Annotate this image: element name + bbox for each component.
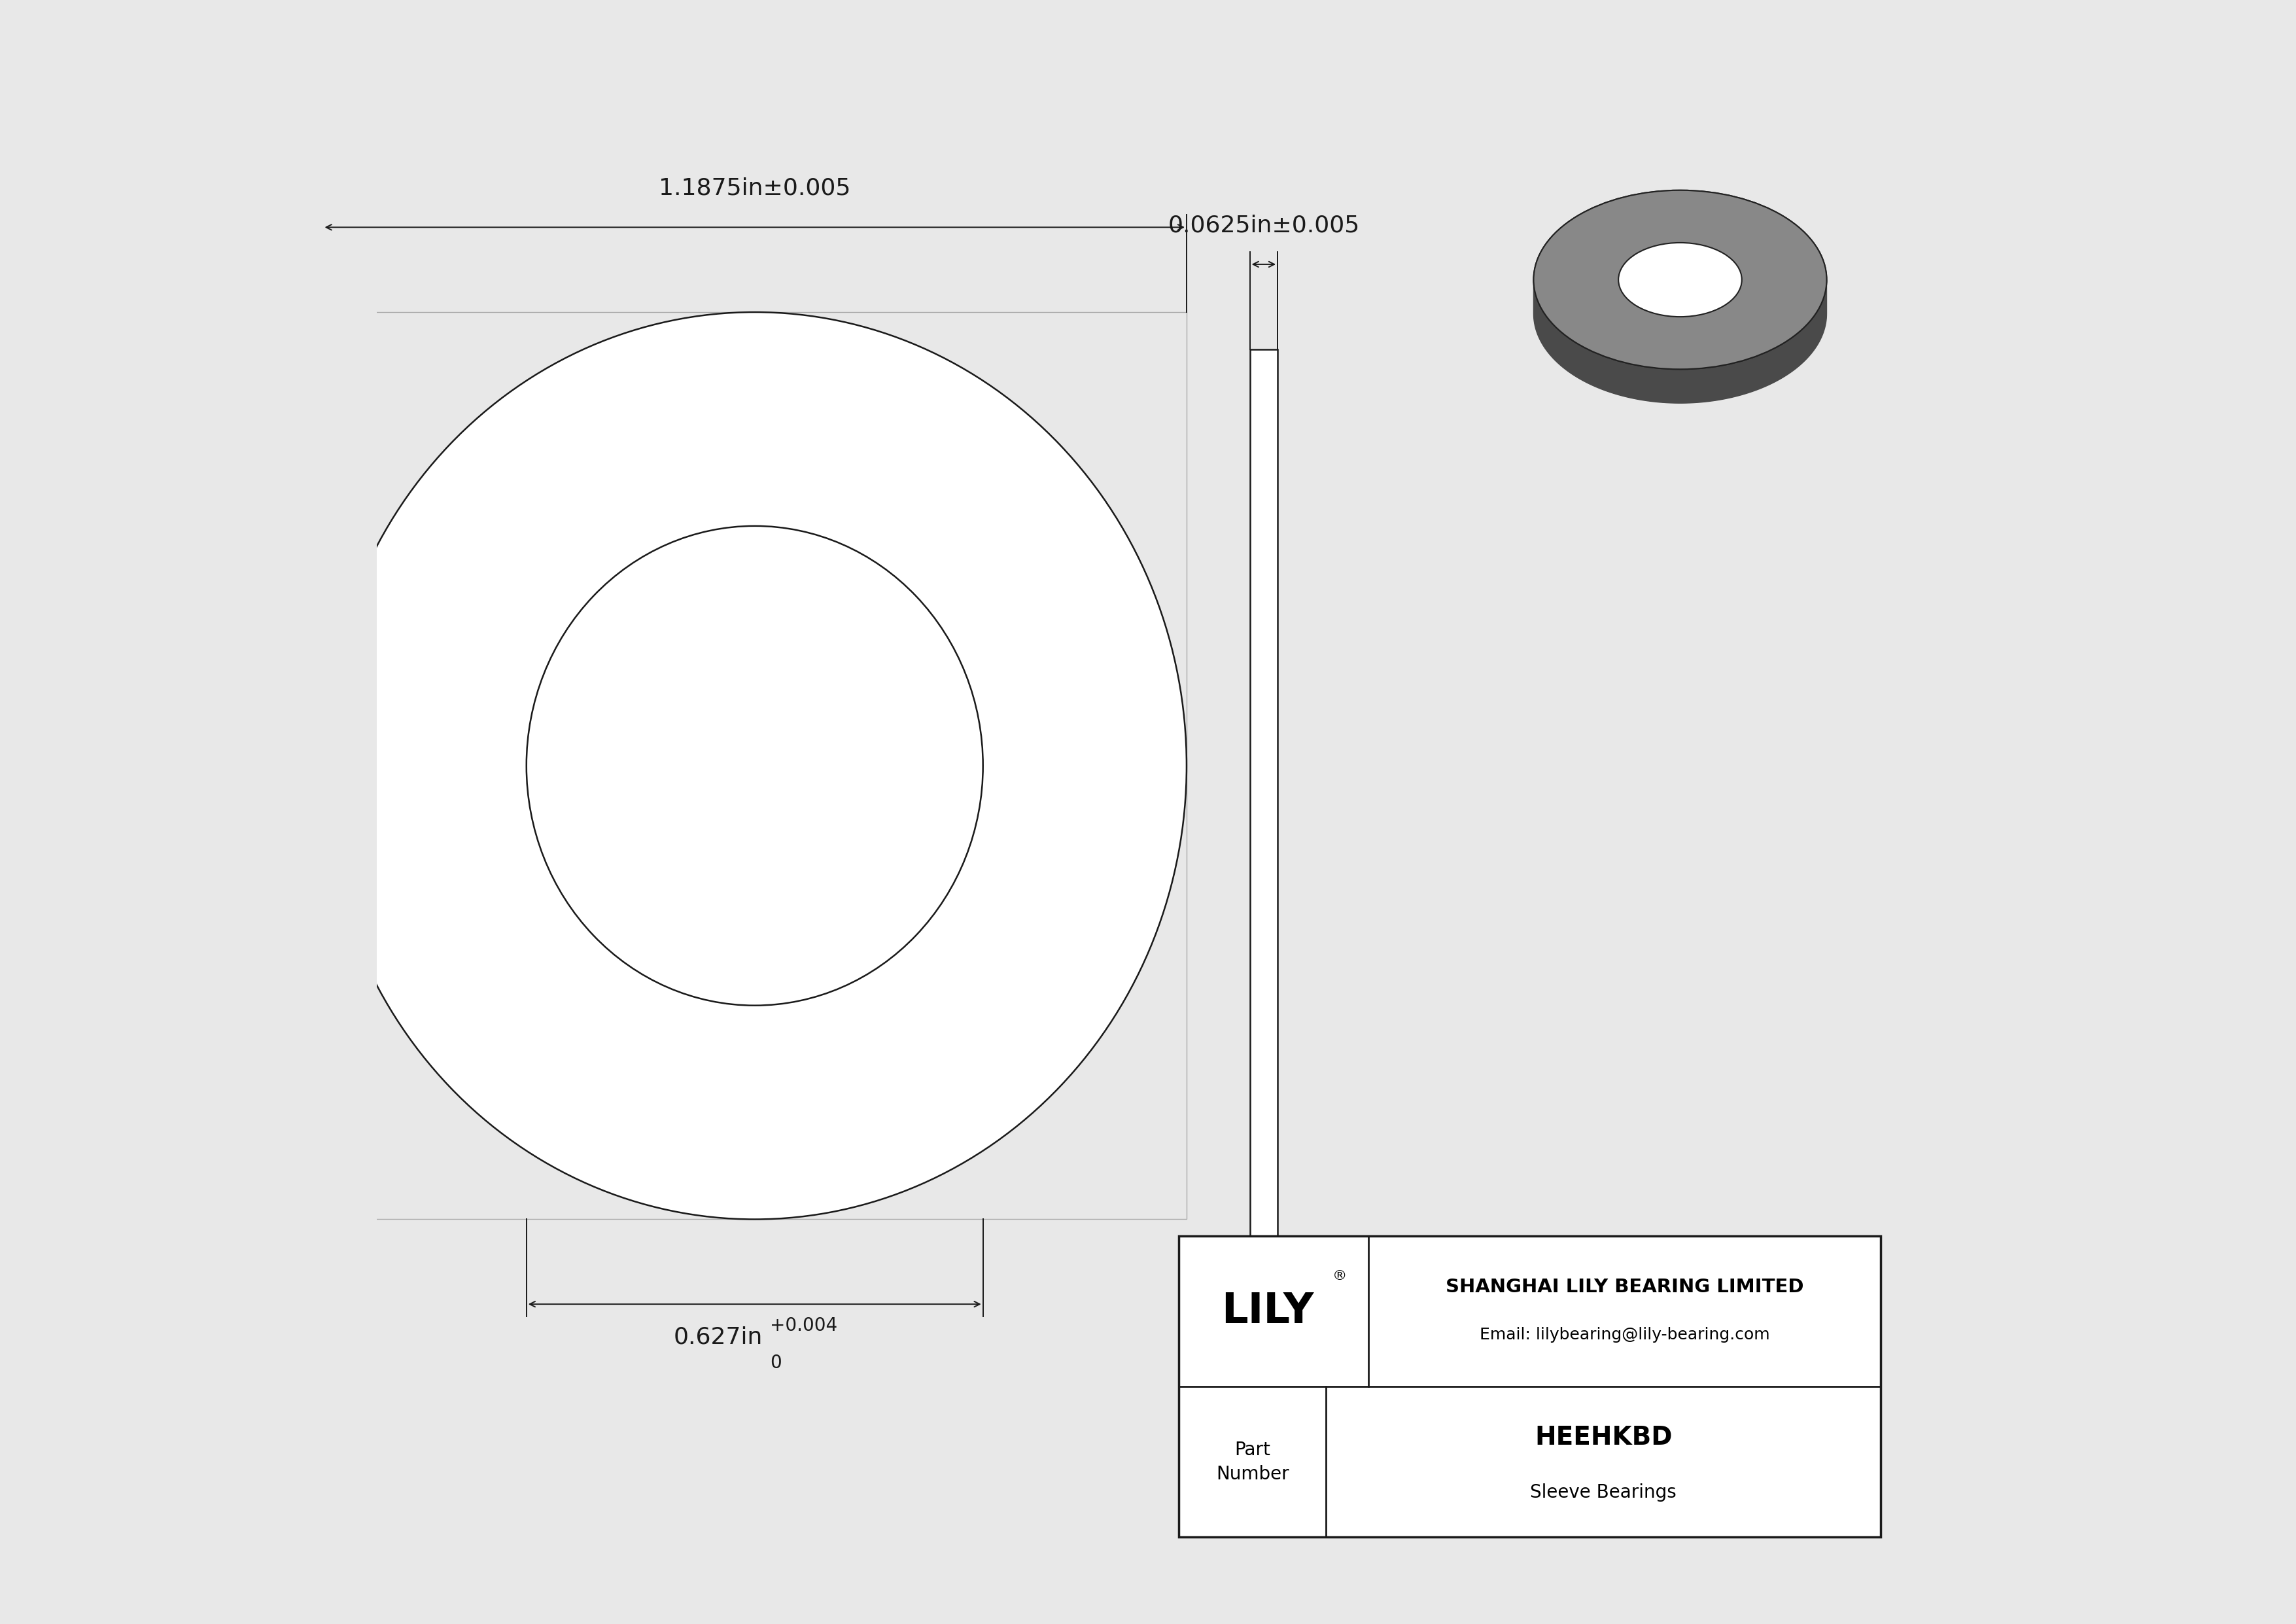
Text: HEEHKBD: HEEHKBD: [1534, 1424, 1671, 1450]
Ellipse shape: [1534, 190, 1828, 369]
Text: 0.0625in±0.005: 0.0625in±0.005: [1169, 214, 1359, 237]
Ellipse shape: [1534, 224, 1828, 403]
Text: ®: ®: [1332, 1270, 1348, 1283]
Text: LILY: LILY: [1221, 1291, 1313, 1332]
Ellipse shape: [1534, 190, 1828, 369]
Text: Sleeve Bearings: Sleeve Bearings: [1529, 1484, 1676, 1502]
Ellipse shape: [324, 312, 1187, 1220]
Text: 0.627in: 0.627in: [673, 1325, 762, 1348]
Ellipse shape: [1619, 242, 1743, 317]
Ellipse shape: [1619, 242, 1743, 317]
Text: +0.004: +0.004: [769, 1317, 838, 1335]
Text: 1.1875in±0.005: 1.1875in±0.005: [659, 177, 850, 200]
Ellipse shape: [526, 526, 983, 1005]
Text: SHANGHAI LILY BEARING LIMITED: SHANGHAI LILY BEARING LIMITED: [1446, 1278, 1805, 1296]
Bar: [1249, 349, 1277, 1306]
Text: 0: 0: [769, 1353, 781, 1372]
Bar: [324, 312, 1187, 1220]
Polygon shape: [1534, 279, 1828, 403]
Polygon shape: [1619, 279, 1743, 341]
Text: Email: lilybearing@lily-bearing.com: Email: lilybearing@lily-bearing.com: [1479, 1327, 1770, 1343]
Bar: [1178, 1236, 1880, 1536]
Text: Part
Number: Part Number: [1217, 1440, 1288, 1483]
